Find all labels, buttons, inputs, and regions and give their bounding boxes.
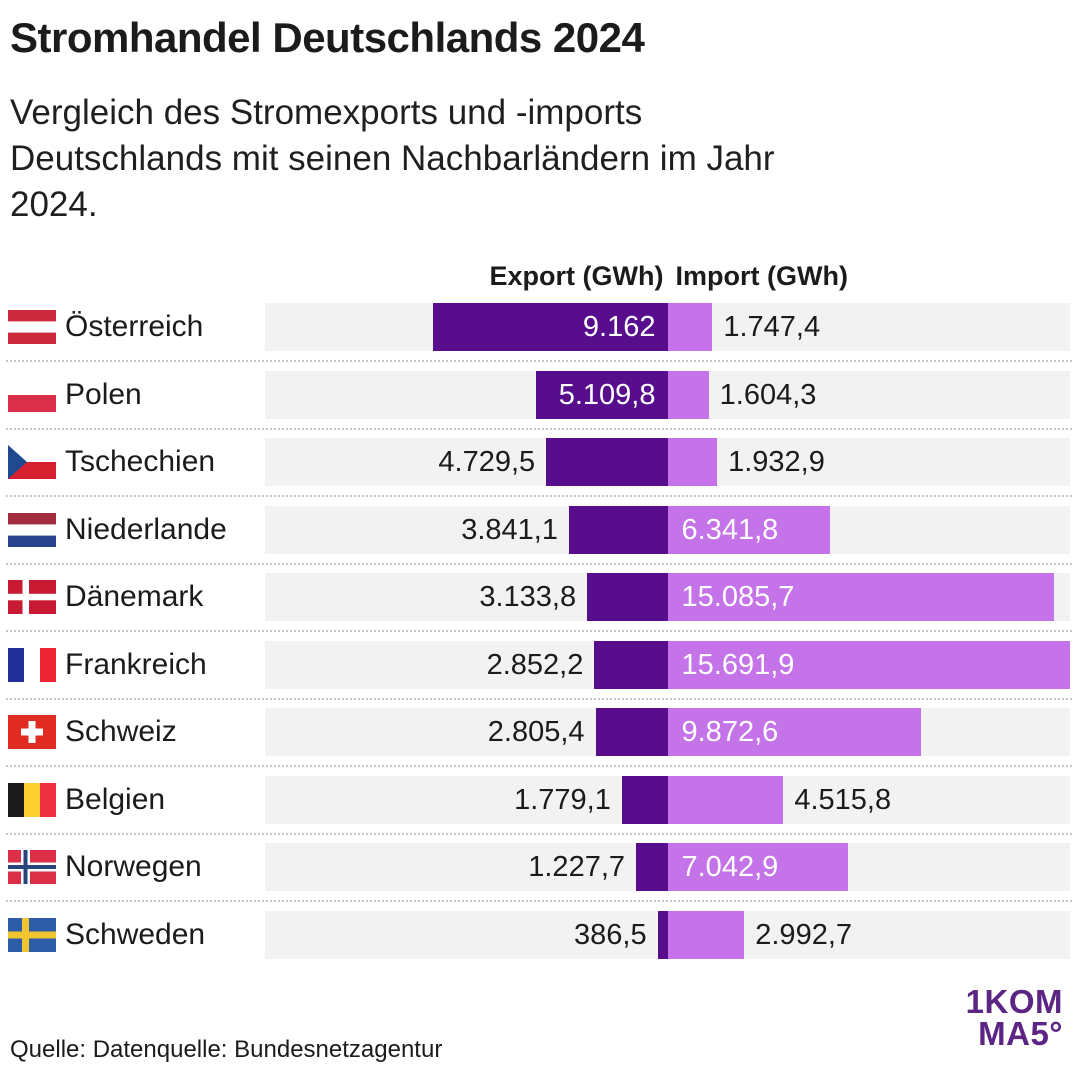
country-label: Tschechien [65,445,216,478]
country-row: Frankreich 2.852,2 15.691,9 [0,640,1080,700]
country-flag-icon [8,917,56,952]
country-label: Norwegen [65,850,202,883]
logo-line-2: MA5° [978,1015,1063,1052]
country-row: Norwegen 1.227,7 7.042,9 [0,843,1080,902]
bar-track: 1.779,1 4.515,8 [265,775,1070,824]
export-value-label: 3.133,8 [479,581,577,613]
import-bar [667,573,1055,621]
import-bar [667,505,831,554]
export-value-label: 2.852,2 [486,648,584,681]
import-value-label: 1.747,4 [723,311,821,343]
country-flag-icon [8,512,56,547]
country-flag-icon [8,782,56,817]
country-row: Österreich 9.162 1.747,4 [0,303,1080,362]
chart-subtitle: Vergleich des Stromexports und -imports … [10,93,775,224]
export-value-label: 9.162 [582,311,656,343]
chart-title: Stromhandel Deutschlands 2024 [10,14,645,61]
export-bar [546,438,668,486]
logo-1komma5: 1KOM MA5° [965,983,1063,1052]
bar-track: 1.227,7 7.042,9 [265,843,1070,891]
import-bar [667,775,784,824]
country-label: Schweden [65,917,206,951]
bar-track: 9.162 1.747,4 [265,303,1070,351]
export-bar [594,640,668,689]
export-value-label: 5.109,8 [558,378,656,411]
bar-track: 4.729,5 1.932,9 [265,438,1070,486]
import-bar [667,370,709,419]
import-value-label: 15.085,7 [681,581,795,613]
column-headers: Export (GWh) Import (GWh) [265,258,1070,296]
export-bar [595,708,668,756]
bar-track: 2.852,2 15.691,9 [265,640,1070,689]
country-label: Belgien [65,782,166,816]
export-bar [636,843,668,891]
bar-track: 3.841,1 6.341,8 [265,505,1070,554]
country-row: Polen 5.109,8 1.604,3 [0,370,1080,430]
bar-track: 3.133,8 15.085,7 [265,573,1070,621]
import-value-label: 6.341,8 [681,513,779,546]
export-column-header: Export (GWh) [489,261,664,291]
country-label: Dänemark [65,580,204,613]
country-label: Schweiz [65,715,177,748]
import-value-label: 4.515,8 [794,783,892,816]
export-value-label: 1.227,7 [528,851,626,883]
import-value-label: 2.992,7 [755,918,853,951]
logo-line-1: 1KOM [965,983,1063,1020]
country-flag-icon [8,850,56,884]
import-value-label: 1.932,9 [728,446,825,478]
country-flag-icon [8,647,56,682]
country-label: Polen [65,377,142,411]
export-bar [568,505,668,554]
export-value-label: 4.729,5 [438,446,536,478]
country-flag-icon [8,445,56,479]
bar-chart: Österreich 9.162 1.747,4 Polen 5.109,8 1… [0,303,1080,978]
country-flag-icon [8,715,56,749]
country-row: Dänemark 3.133,8 15.085,7 [0,573,1080,632]
country-flag-icon [8,377,56,412]
export-bar [536,370,668,419]
import-bar [667,640,1070,689]
bar-track: 2.805,4 9.872,6 [265,708,1070,756]
export-value-label: 386,5 [574,918,647,951]
export-bar [657,910,668,959]
country-row: Belgien 1.779,1 4.515,8 [0,775,1080,835]
country-row: Schweiz 2.805,4 9.872,6 [0,708,1080,767]
country-flag-icon [8,580,56,614]
country-label: Frankreich [65,647,207,681]
import-value-label: 7.042,9 [681,851,779,883]
import-bar [667,708,921,756]
country-label: Niederlande [65,512,227,546]
export-value-label: 3.841,1 [461,513,558,546]
country-row: Tschechien 4.729,5 1.932,9 [0,438,1080,497]
source-note: Quelle: Datenquelle: Bundesnetzagentur [10,1036,443,1063]
export-value-label: 1.779,1 [514,783,611,816]
export-bar [621,775,668,824]
export-bar [587,573,668,621]
import-bar [667,303,713,351]
export-bar [432,303,668,351]
import-value-label: 1.604,3 [719,378,817,411]
bar-track: 386,5 2.992,7 [265,910,1070,959]
country-row: Schweden 386,5 2.992,7 [0,910,1080,959]
import-bar [667,843,849,891]
country-flag-icon [8,310,56,344]
import-column-header: Import (GWh) [675,261,848,291]
import-value-label: 9.872,6 [681,716,779,748]
bar-track: 5.109,8 1.604,3 [265,370,1070,419]
import-bar [667,910,745,959]
country-row: Niederlande 3.841,1 6.341,8 [0,505,1080,565]
country-label: Österreich [65,310,204,343]
export-value-label: 2.805,4 [487,716,585,748]
import-bar [667,438,718,486]
import-value-label: 15.691,9 [681,648,795,681]
